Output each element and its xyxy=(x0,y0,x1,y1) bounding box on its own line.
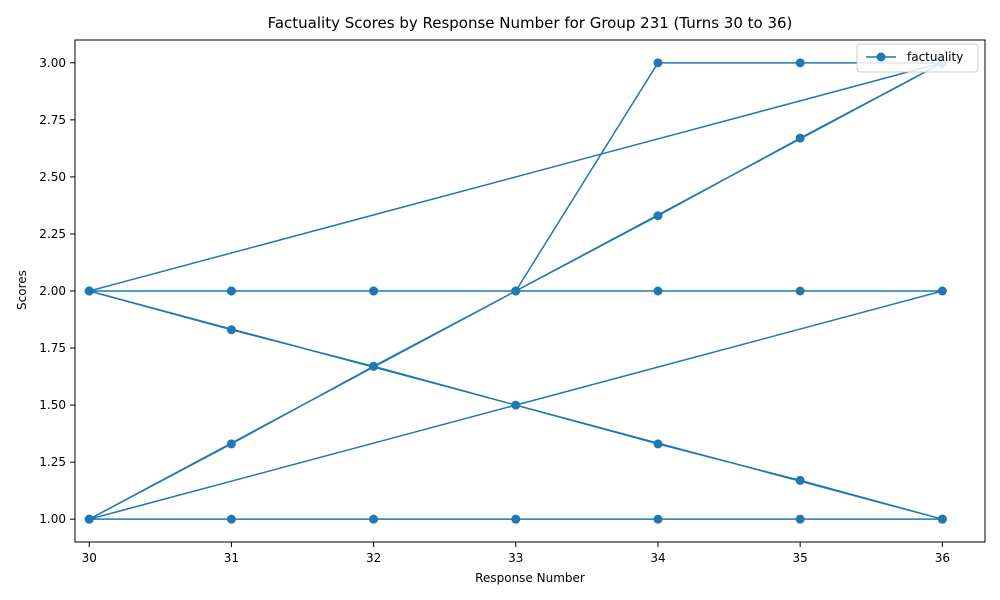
data-point xyxy=(653,286,663,296)
y-axis-title: Scores xyxy=(15,270,29,310)
plot-area: 30 31 32 33 34 35 36 1.00 1.25 1.50 1.75 2.00 2.25 2.… xyxy=(39,39,986,565)
data-point xyxy=(369,514,379,524)
data-point xyxy=(226,439,236,449)
x-tick-label: 30 xyxy=(82,551,97,565)
data-point xyxy=(84,286,94,296)
data-point xyxy=(653,58,663,68)
legend-label: factuality xyxy=(907,50,963,64)
data-point xyxy=(795,514,805,524)
x-tick-label: 32 xyxy=(366,551,381,565)
data-point xyxy=(795,475,805,485)
data-point xyxy=(653,211,663,221)
y-tick-label: 2.00 xyxy=(39,284,66,298)
y-tick-label: 1.50 xyxy=(39,398,66,412)
y-tick-label: 1.00 xyxy=(39,512,66,526)
chart-title: Factuality Scores by Response Number for… xyxy=(268,14,793,32)
data-point xyxy=(84,514,94,524)
data-point xyxy=(653,439,663,449)
data-point xyxy=(937,286,947,296)
data-point xyxy=(369,286,379,296)
data-point xyxy=(795,58,805,68)
data-point xyxy=(511,400,521,410)
data-point xyxy=(369,361,379,371)
x-tick-label: 33 xyxy=(508,551,523,565)
data-point xyxy=(937,514,947,524)
y-tick-label: 3.00 xyxy=(39,56,66,70)
x-axis-title: Response Number xyxy=(475,571,585,585)
y-tick-label: 2.25 xyxy=(39,227,66,241)
y-tick-label: 1.25 xyxy=(39,455,66,469)
y-tick-label: 2.75 xyxy=(39,113,66,127)
legend-marker-swatch xyxy=(876,52,886,62)
data-point xyxy=(511,286,521,296)
x-tick-label: 35 xyxy=(793,551,808,565)
data-point xyxy=(226,514,236,524)
data-point xyxy=(511,514,521,524)
legend: factuality xyxy=(856,43,979,73)
legend-box xyxy=(856,43,979,73)
data-point xyxy=(226,286,236,296)
data-point xyxy=(653,514,663,524)
data-point xyxy=(795,286,805,296)
y-tick-label: 1.75 xyxy=(39,341,66,355)
x-tick-label: 36 xyxy=(935,551,950,565)
data-point xyxy=(795,133,805,143)
x-tick-label: 34 xyxy=(650,551,665,565)
x-tick-label: 31 xyxy=(224,551,239,565)
y-tick-label: 2.50 xyxy=(39,170,66,184)
data-point xyxy=(226,325,236,335)
